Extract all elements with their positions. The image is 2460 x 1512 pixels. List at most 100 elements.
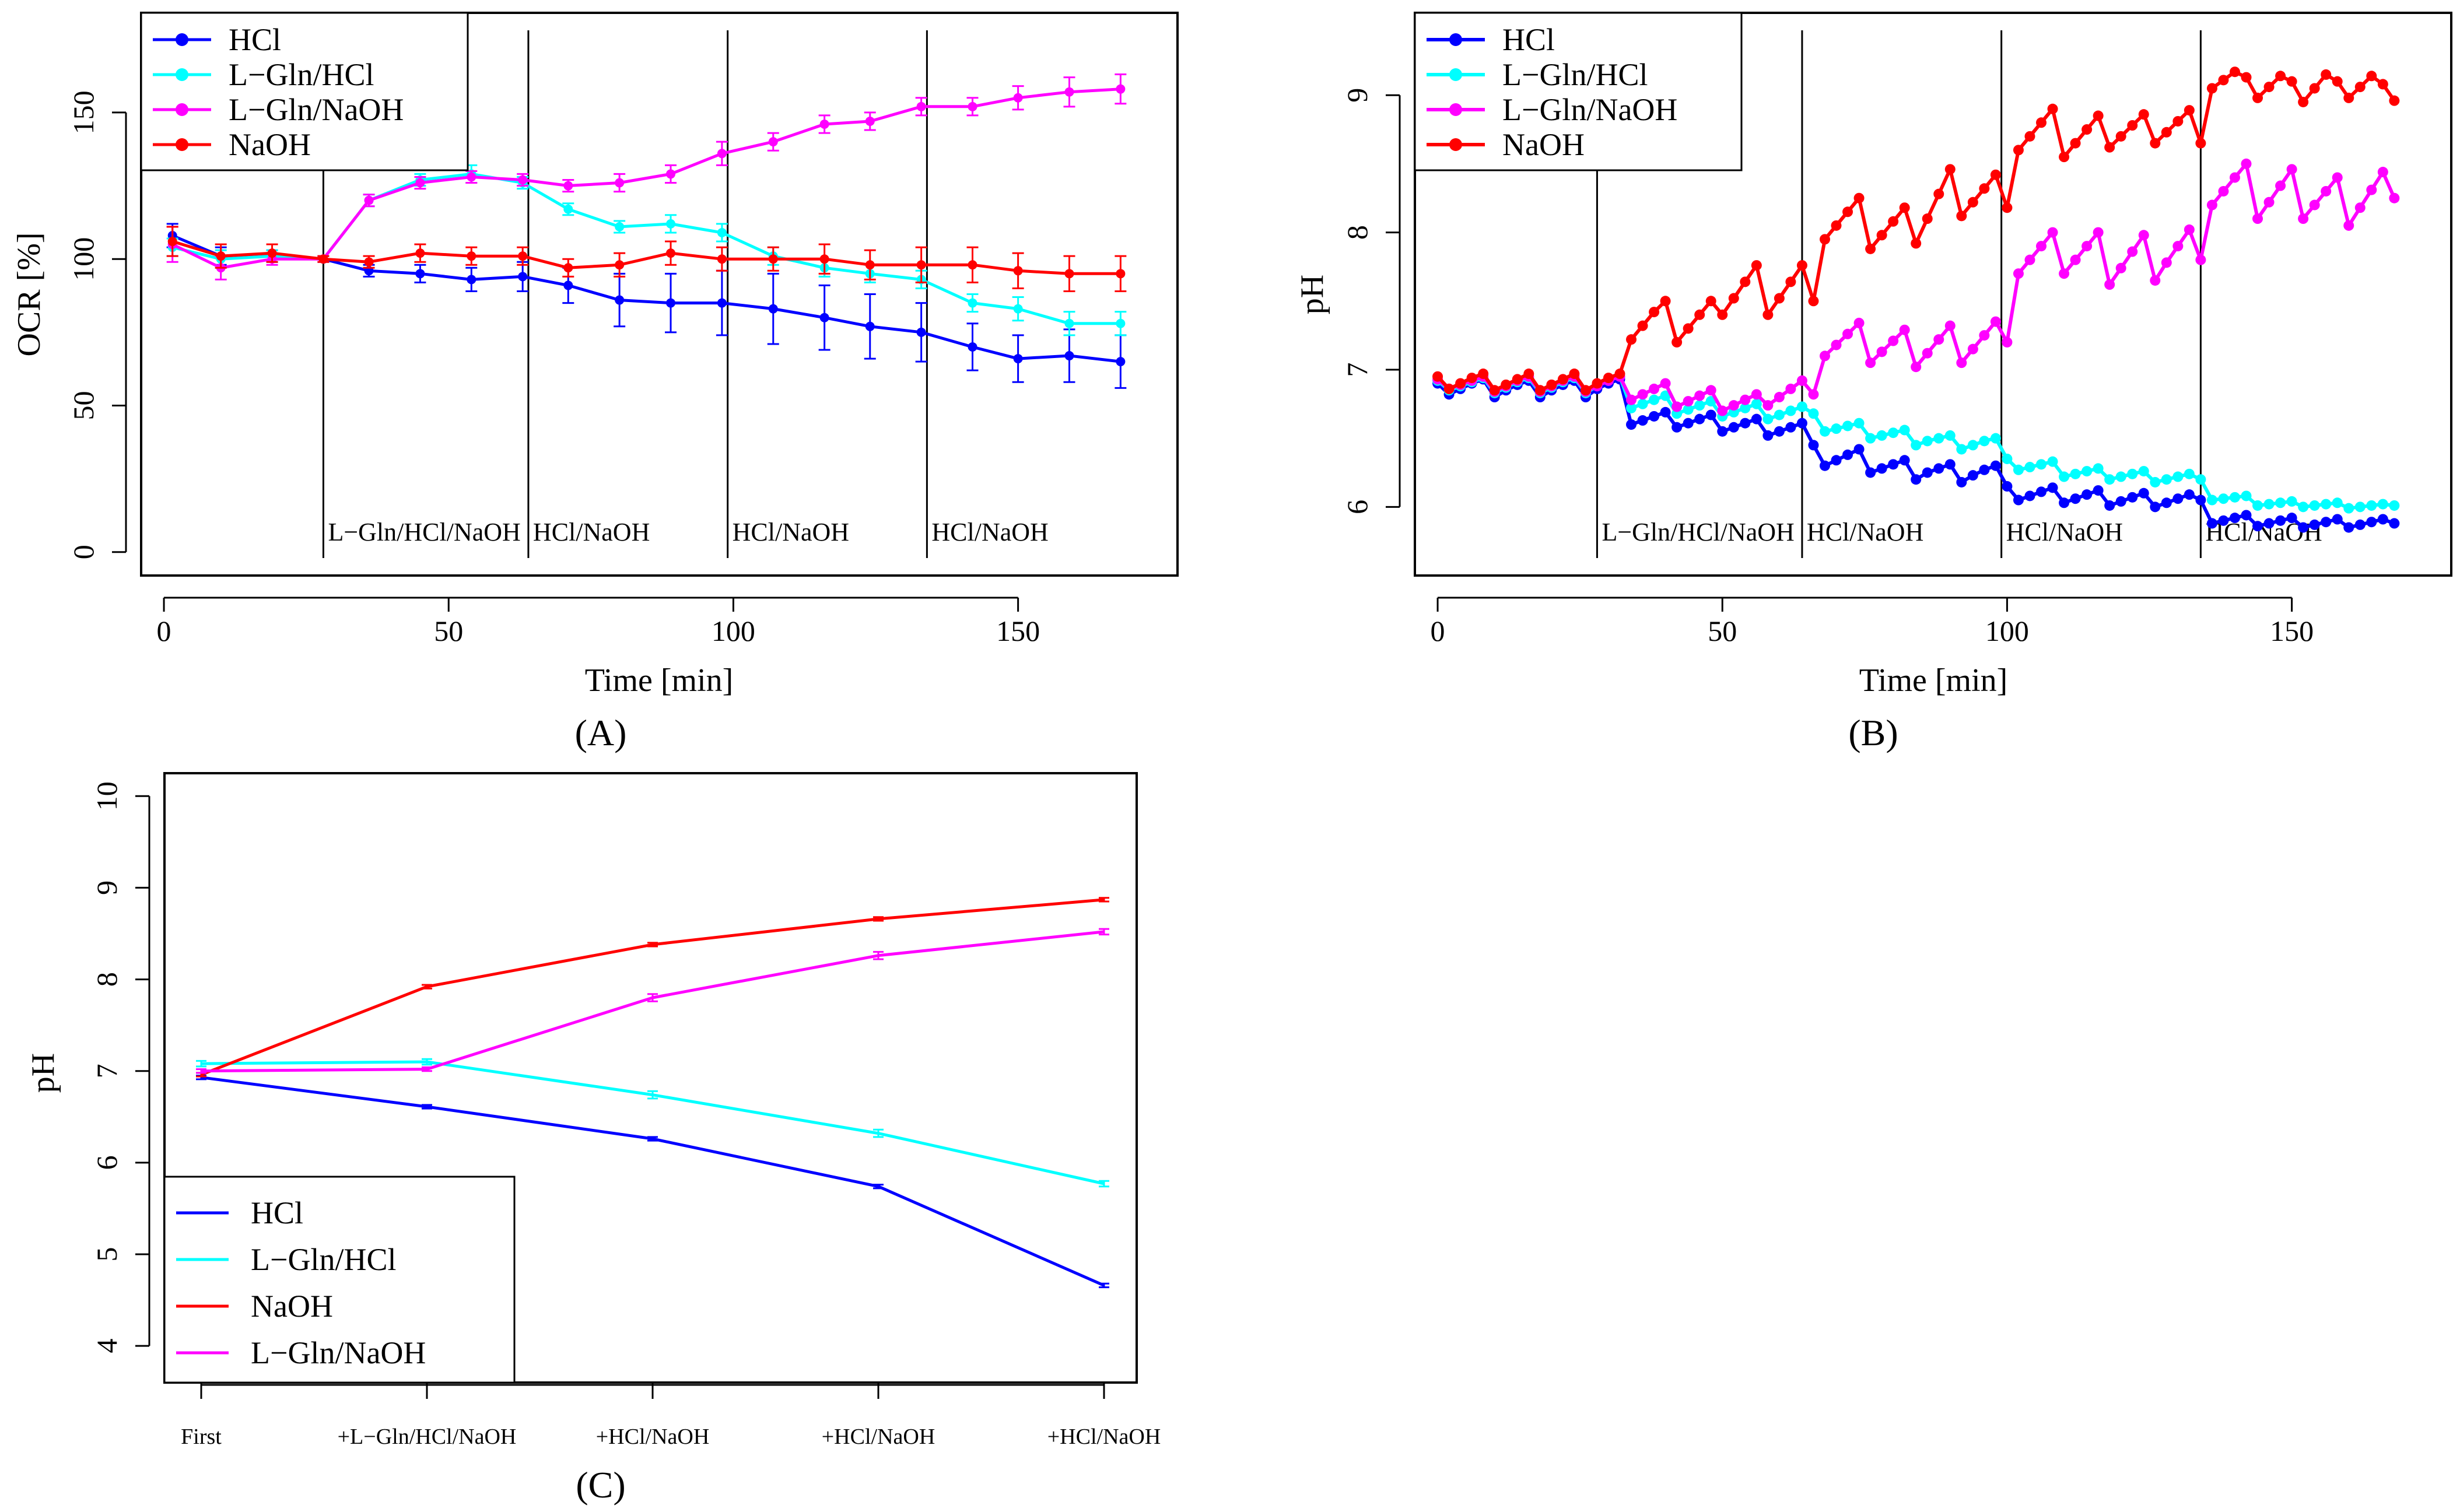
panel-a-event-label: L−Gln/HCl/NaOH — [328, 518, 520, 546]
panel-b-point-l-gln-naoh — [2059, 268, 2070, 279]
panel-a-point-l-gln-hcl — [1013, 304, 1023, 314]
panel-b-point-l-gln-hcl — [1944, 430, 1956, 441]
panel-c-y-tick-label: 5 — [90, 1247, 123, 1262]
panel-b-x-tick-label: 100 — [1985, 615, 2029, 647]
panel-a-y-tick-label: 150 — [67, 90, 100, 134]
panel-b-point-l-gln-naoh — [1944, 320, 1956, 331]
panel-b-point-l-gln-naoh — [2354, 202, 2366, 213]
panel-c-x-axis: First +L−Gln/HCl/NaOH +HCl/NaOH +HCl/NaOH +H… — [181, 1383, 1161, 1449]
panel-b-point-l-gln-hcl — [1911, 440, 1922, 451]
panel-a-point-l-gln-naoh — [1013, 93, 1023, 103]
panel-b-point-l-gln-hcl — [2286, 496, 2297, 507]
panel-b-point-hcl — [2377, 514, 2388, 525]
panel-c-series-l-gln-naoh — [196, 928, 1109, 1074]
panel-c-x-tick-label: +L−Gln/HCl/NaOH — [338, 1425, 517, 1449]
panel-b-point-l-gln-hcl — [1649, 394, 1660, 405]
panel-a-point-naoh — [1064, 269, 1074, 279]
panel-a-legend-label: L−Gln/HCl — [229, 57, 374, 92]
panel-a-point-l-gln-naoh — [968, 101, 977, 111]
panel-b-point-l-gln-hcl — [2115, 471, 2126, 482]
panel-b-point-naoh — [2389, 95, 2400, 106]
panel-b-point-l-gln-naoh — [1922, 348, 1933, 359]
panel-b-point-l-gln-hcl — [1762, 413, 1774, 425]
panel-b-legend-marker — [1449, 138, 1462, 151]
panel-b-point-naoh — [1842, 206, 1853, 217]
panel-a-point-l-gln-naoh — [768, 137, 778, 147]
panel-b-point-hcl — [1808, 440, 1819, 451]
panel-b-point-naoh — [2241, 72, 2252, 83]
panel-c-x-tick-label: +HCl/NaOH — [1047, 1425, 1161, 1449]
panel-b-point-hcl — [1660, 406, 1671, 418]
panel-b-point-l-gln-hcl — [2218, 493, 2229, 504]
panel-a-series-hcl — [166, 223, 1127, 389]
panel-c-x-tick-label: +HCl/NaOH — [822, 1425, 935, 1449]
panel-b-point-l-gln-hcl — [1796, 401, 1807, 412]
panel-b-point-naoh — [1751, 260, 1762, 271]
panel-c-ph-step-chart: First +L−Gln/HCl/NaOH +HCl/NaOH +HCl/NaOH +H… — [25, 772, 1161, 1506]
panel-b-point-l-gln-hcl — [2275, 497, 2286, 508]
panel-b-point-hcl — [1933, 463, 1944, 474]
panel-a-x-tick-label: 100 — [712, 615, 755, 647]
panel-b-point-naoh — [1728, 293, 1739, 304]
panel-b-point-l-gln-hcl — [2150, 476, 2161, 487]
panel-b-point-naoh — [2218, 75, 2229, 86]
panel-b-point-l-gln-hcl — [2127, 468, 2138, 479]
panel-b-point-naoh — [2309, 83, 2320, 94]
panel-a-point-hcl — [415, 269, 425, 279]
panel-c-legend-label: L−Gln/HCl — [251, 1242, 396, 1277]
panel-a-point-naoh — [318, 254, 328, 264]
panel-b-point-l-gln-hcl — [2252, 500, 2263, 511]
panel-b-point-naoh — [2115, 131, 2126, 142]
panel-b-point-hcl — [2309, 519, 2320, 530]
panel-b-point-naoh — [1534, 385, 1546, 396]
panel-b-point-l-gln-naoh — [1956, 357, 1967, 369]
panel-b-point-naoh — [2377, 79, 2388, 90]
panel-a-point-l-gln-naoh — [615, 178, 625, 188]
panel-a-point-naoh — [819, 254, 829, 264]
panel-b-point-hcl — [2218, 515, 2229, 526]
panel-b-point-naoh — [1592, 378, 1603, 389]
panel-b-point-l-gln-naoh — [2286, 164, 2297, 175]
panel-b-point-hcl — [1649, 411, 1660, 422]
panel-b-point-l-gln-naoh — [2298, 213, 2309, 224]
panel-b-point-l-gln-hcl — [2002, 453, 2013, 464]
panel-b-point-l-gln-naoh — [2081, 241, 2093, 252]
panel-b-legend-marker — [1449, 33, 1462, 46]
panel-b-point-hcl — [2138, 487, 2149, 499]
panel-b-point-l-gln-naoh — [2275, 180, 2286, 191]
panel-b-series-naoh — [1432, 66, 2400, 396]
panel-c-legend: HCl L−Gln/HCl NaOH L−Gln/NaOH — [163, 1176, 516, 1384]
panel-a-point-hcl — [865, 321, 875, 331]
panel-b-point-l-gln-hcl — [2161, 474, 2172, 485]
panel-b-point-naoh — [1501, 379, 1512, 390]
panel-b-point-naoh — [1443, 383, 1455, 394]
panel-a-point-l-gln-naoh — [666, 169, 676, 179]
panel-b-event-label: L−Gln/HCl/NaOH — [1602, 518, 1794, 546]
panel-b-point-l-gln-hcl — [1876, 430, 1887, 441]
panel-b-point-l-gln-naoh — [1819, 350, 1830, 362]
panel-a-series — [166, 73, 1127, 389]
panel-b-point-naoh — [1614, 369, 1625, 380]
panel-b-point-naoh — [2184, 105, 2195, 116]
panel-b-point-hcl — [1717, 426, 1728, 437]
panel-b-point-l-gln-naoh — [1831, 339, 1842, 350]
panel-a-point-naoh — [717, 254, 727, 264]
panel-a-line-hcl — [171, 234, 1121, 363]
panel-a-point-naoh — [364, 257, 374, 267]
panel-b-point-hcl — [2161, 497, 2172, 508]
panel-b-point-naoh — [2354, 82, 2366, 93]
panel-b-point-l-gln-naoh — [1671, 401, 1683, 412]
panel-b-y-tick-label: 8 — [1341, 225, 1373, 240]
panel-a-point-hcl — [1013, 354, 1023, 364]
panel-b-point-naoh — [2298, 96, 2309, 107]
panel-b-events: L−Gln/HCl/NaOH HCl/NaOH HCl/NaOH HCl/NaOH — [1596, 30, 2322, 558]
panel-b-point-l-gln-hcl — [1819, 426, 1830, 437]
panel-b-x-tick-label: 150 — [2270, 615, 2314, 647]
panel-b-point-hcl — [1705, 409, 1716, 420]
panel-c-legend-label: NaOH — [251, 1289, 333, 1324]
panel-b-point-naoh — [2104, 142, 2115, 153]
panel-b-point-naoh — [1865, 243, 1876, 254]
panel-b-point-l-gln-hcl — [1785, 405, 1796, 416]
panel-b-series — [1432, 66, 2400, 533]
panel-c-label: (C) — [576, 1464, 625, 1506]
